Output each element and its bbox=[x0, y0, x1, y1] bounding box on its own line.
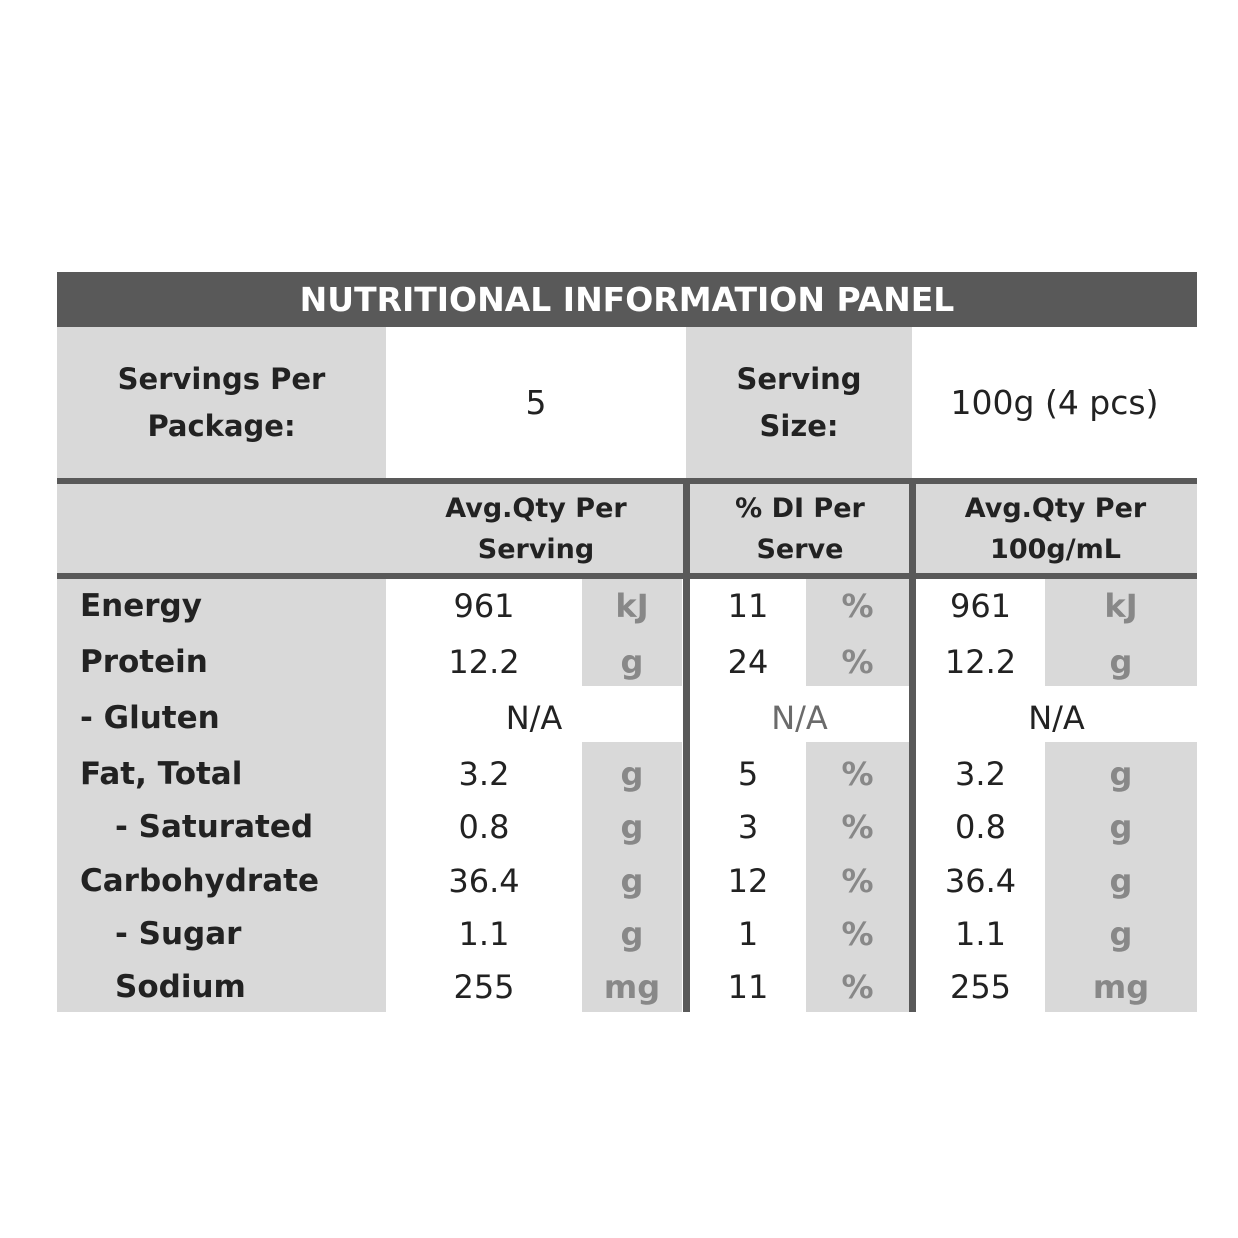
row-label-saturated: - Saturated bbox=[115, 809, 314, 845]
fat-total-di-unit: % bbox=[841, 755, 874, 793]
energy-di-unit: % bbox=[841, 587, 874, 625]
servings-per-package-label: Servings Per Package: bbox=[57, 327, 386, 478]
sugar-di-unit: % bbox=[841, 915, 874, 953]
label-column-shade bbox=[57, 579, 386, 1012]
fat-total-di: 5 bbox=[737, 755, 759, 793]
servings-per-package-value: 5 bbox=[386, 327, 686, 478]
saturated-di-unit: % bbox=[841, 808, 874, 846]
unit-shade bbox=[582, 742, 682, 1012]
protein-di: 24 bbox=[727, 643, 769, 681]
protein-per-serving: 12.2 bbox=[448, 643, 520, 681]
column-divider bbox=[683, 484, 690, 1012]
energy-di: 11 bbox=[727, 587, 769, 625]
sugar-per-100g-unit: g bbox=[1109, 915, 1133, 953]
unit-shade bbox=[1045, 579, 1197, 686]
gluten-per-100g: N/A bbox=[1028, 699, 1085, 737]
carbohydrate-per-serving: 36.4 bbox=[448, 862, 520, 900]
saturated-per-serving: 0.8 bbox=[458, 808, 510, 846]
row-label-protein: Protein bbox=[80, 644, 208, 680]
carbohydrate-per-100g-unit: g bbox=[1109, 862, 1133, 900]
column-header-per-100g: Avg.Qty Per 100g/mL bbox=[964, 492, 1147, 565]
protein-per-100g: 12.2 bbox=[944, 643, 1017, 681]
gluten-per-serving: N/A bbox=[505, 699, 563, 737]
fat-total-per-serving-unit: g bbox=[620, 755, 644, 793]
unit-shade bbox=[1045, 742, 1197, 1012]
panel-title: NUTRITIONAL INFORMATION PANEL bbox=[57, 272, 1197, 327]
serving-size-label: Serving Size: bbox=[686, 327, 912, 478]
unit-shade bbox=[806, 742, 909, 1012]
sodium-di: 11 bbox=[727, 968, 769, 1006]
divider-line bbox=[57, 573, 1197, 579]
serving-size-value: 100g (4 pcs) bbox=[912, 327, 1197, 478]
row-label-gluten: - Gluten bbox=[80, 700, 220, 736]
sugar-di: 1 bbox=[737, 915, 759, 953]
fat-total-per-serving: 3.2 bbox=[458, 755, 510, 793]
column-divider bbox=[909, 484, 916, 1012]
carbohydrate-di-unit: % bbox=[841, 862, 874, 900]
gluten-di: N/A bbox=[771, 699, 828, 737]
row-label-energy: Energy bbox=[80, 588, 202, 624]
nutrition-panel: NUTRITIONAL INFORMATION PANEL Servings P… bbox=[57, 272, 1197, 1012]
row-label-sugar: - Sugar bbox=[115, 916, 242, 952]
sodium-per-serving: 255 bbox=[453, 968, 515, 1006]
sugar-per-serving-unit: g bbox=[620, 915, 644, 953]
fat-total-per-100g-unit: g bbox=[1109, 755, 1133, 793]
saturated-per-serving-unit: g bbox=[620, 808, 644, 846]
column-header-per-serving: Avg.Qty Per Serving bbox=[445, 492, 627, 565]
sodium-per-100g-unit: mg bbox=[1092, 968, 1150, 1006]
row-label-carbohydrate: Carbohydrate bbox=[80, 863, 319, 899]
energy-per-100g-unit: kJ bbox=[1104, 587, 1138, 625]
sugar-per-100g: 1.1 bbox=[955, 915, 1006, 953]
divider-line bbox=[57, 478, 1197, 484]
fat-total-per-100g: 3.2 bbox=[955, 755, 1006, 793]
unit-shade bbox=[582, 579, 682, 686]
energy-per-serving: 961 bbox=[453, 587, 515, 625]
protein-per-100g-unit: g bbox=[1109, 643, 1133, 681]
sodium-per-100g: 255 bbox=[949, 968, 1012, 1006]
energy-per-100g: 961 bbox=[949, 587, 1012, 625]
column-header-di-per-serve: % DI Per Serve bbox=[735, 492, 865, 565]
carbohydrate-per-serving-unit: g bbox=[620, 862, 644, 900]
saturated-di: 3 bbox=[737, 808, 759, 846]
sodium-per-serving-unit: mg bbox=[603, 968, 661, 1006]
saturated-per-100g-unit: g bbox=[1109, 808, 1133, 846]
row-label-fat-total: Fat, Total bbox=[80, 756, 243, 792]
sugar-per-serving: 1.1 bbox=[458, 915, 510, 953]
column-header-row bbox=[57, 484, 1197, 573]
carbohydrate-per-100g: 36.4 bbox=[944, 862, 1017, 900]
sodium-di-unit: % bbox=[841, 968, 874, 1006]
protein-per-serving-unit: g bbox=[620, 643, 644, 681]
row-label-sodium: Sodium bbox=[115, 969, 246, 1005]
protein-di-unit: % bbox=[841, 643, 874, 681]
energy-per-serving-unit: kJ bbox=[615, 587, 649, 625]
saturated-per-100g: 0.8 bbox=[955, 808, 1006, 846]
unit-shade bbox=[806, 579, 909, 686]
carbohydrate-di: 12 bbox=[727, 862, 769, 900]
